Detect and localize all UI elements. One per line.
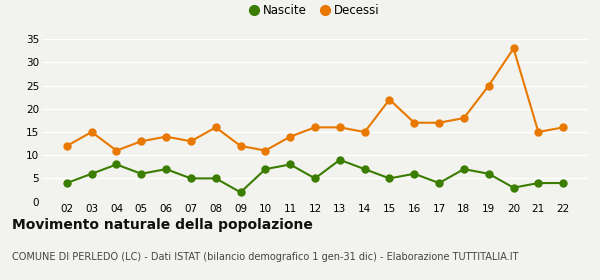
Text: COMUNE DI PERLEDO (LC) - Dati ISTAT (bilancio demografico 1 gen-31 dic) - Elabor: COMUNE DI PERLEDO (LC) - Dati ISTAT (bil… (12, 252, 518, 262)
Decessi (311, 126, 319, 129)
Decessi (361, 130, 368, 134)
Nascite (163, 167, 170, 171)
Nascite (510, 186, 517, 189)
Nascite (212, 177, 220, 180)
Nascite (336, 158, 343, 162)
Decessi (535, 130, 542, 134)
Legend: Nascite, Decessi: Nascite, Decessi (245, 0, 385, 22)
Nascite (113, 163, 120, 166)
Decessi (485, 84, 493, 87)
Nascite (535, 181, 542, 185)
Nascite (262, 167, 269, 171)
Nascite (63, 181, 70, 185)
Decessi (510, 47, 517, 50)
Nascite (287, 163, 294, 166)
Decessi (137, 140, 145, 143)
Nascite (436, 181, 443, 185)
Decessi (237, 144, 244, 148)
Decessi (436, 121, 443, 124)
Nascite (560, 181, 567, 185)
Nascite (485, 172, 493, 176)
Nascite (237, 191, 244, 194)
Nascite (187, 177, 194, 180)
Nascite (361, 167, 368, 171)
Nascite (410, 172, 418, 176)
Decessi (386, 98, 393, 101)
Decessi (113, 149, 120, 152)
Decessi (88, 130, 95, 134)
Decessi (560, 126, 567, 129)
Decessi (287, 135, 294, 138)
Decessi (212, 126, 220, 129)
Decessi (336, 126, 343, 129)
Line: Nascite: Nascite (64, 156, 566, 196)
Line: Decessi: Decessi (64, 45, 566, 154)
Decessi (410, 121, 418, 124)
Decessi (187, 140, 194, 143)
Decessi (262, 149, 269, 152)
Nascite (460, 167, 467, 171)
Text: Movimento naturale della popolazione: Movimento naturale della popolazione (12, 218, 313, 232)
Nascite (311, 177, 319, 180)
Nascite (137, 172, 145, 176)
Nascite (88, 172, 95, 176)
Decessi (63, 144, 70, 148)
Decessi (163, 135, 170, 138)
Decessi (460, 116, 467, 120)
Nascite (386, 177, 393, 180)
